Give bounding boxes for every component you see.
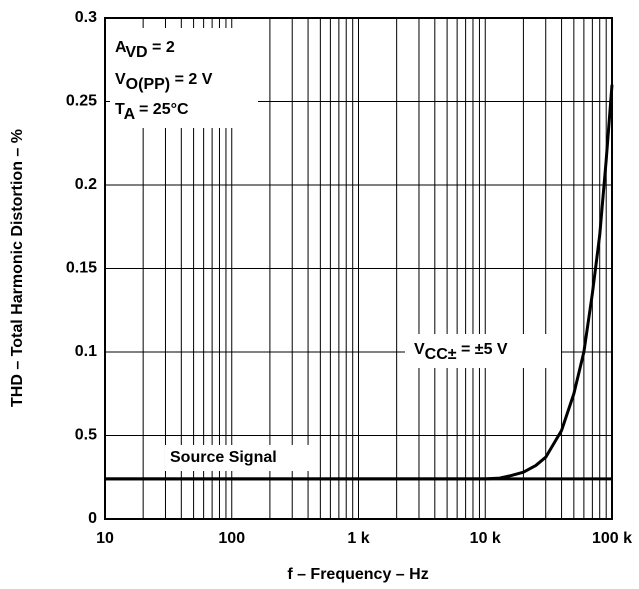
subscript: A — [124, 106, 136, 123]
annotation-part: T — [115, 101, 125, 118]
y-tick-label: 0.1 — [75, 343, 97, 360]
y-tick-label: 0.15 — [66, 260, 97, 277]
annotation: VO(PP) = 2 V — [115, 71, 213, 93]
subscript: VD — [125, 44, 147, 61]
annotation-part: V — [115, 71, 126, 88]
annotation-part: = 25°C — [135, 101, 189, 118]
x-axis-label: f – Frequency – Hz — [287, 566, 428, 583]
series-label: Source Signal — [170, 449, 277, 466]
legend-background — [165, 445, 315, 471]
subscript: CC± — [425, 346, 457, 363]
y-tick-label: 0.25 — [66, 93, 97, 110]
annotation-background — [405, 334, 561, 368]
y-tick-label: 0.5 — [75, 427, 97, 444]
annotation-background — [110, 28, 258, 128]
x-tick-label: 10 k — [470, 530, 501, 547]
annotation-part: = ±5 V — [457, 341, 508, 358]
annotation-part: = 2 — [148, 39, 175, 56]
annotation-part: V — [414, 341, 425, 358]
annotation-part: A — [115, 39, 127, 56]
x-tick-label: 1 k — [347, 530, 369, 547]
y-tick-label: 0 — [88, 510, 97, 527]
x-tick-label: 100 k — [592, 530, 632, 547]
x-tick-label: 10 — [96, 530, 114, 547]
annotation: VCC± = ±5 V — [414, 341, 508, 363]
plot-frame — [104, 17, 613, 520]
x-tick-label: 100 — [218, 530, 245, 547]
annotation: TA = 25°C — [115, 101, 189, 123]
annotation: AVD = 2 — [115, 39, 175, 61]
annotation-part: = 2 V — [170, 71, 213, 88]
y-tick-label: 0.3 — [75, 9, 97, 26]
subscript: O(PP) — [126, 76, 170, 93]
y-axis-label: THD – Total Harmonic Distortion – % — [9, 129, 26, 407]
y-tick-label: 0.2 — [75, 176, 97, 193]
series-line — [105, 84, 614, 481]
